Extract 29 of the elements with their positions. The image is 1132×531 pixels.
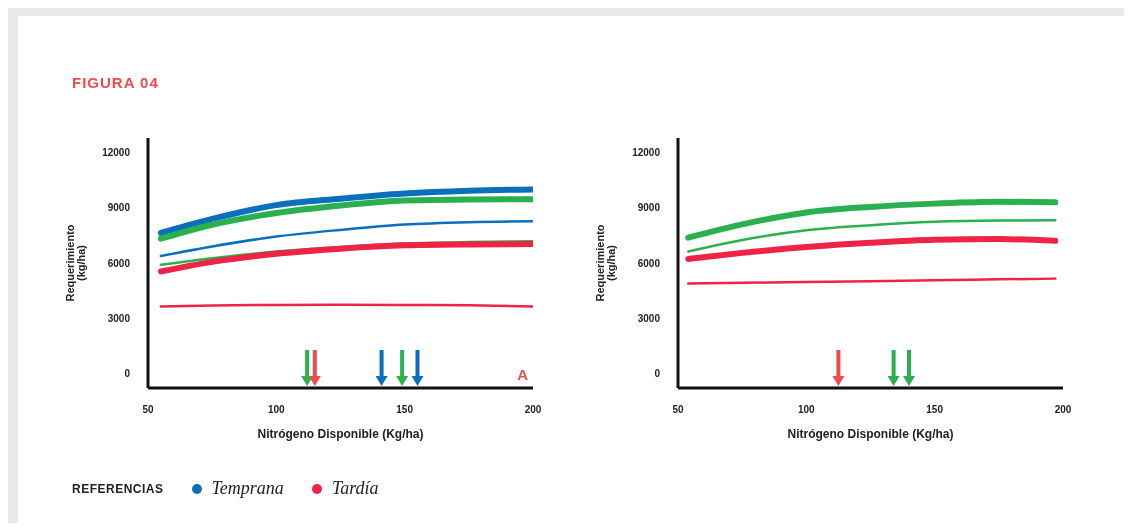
y-tick-label: 12000 <box>632 147 661 159</box>
y-axis-title: Requerimiento (kg/ha) <box>594 224 617 302</box>
y-tick-label: 0 <box>654 367 661 379</box>
x-tick-label: 100 <box>797 404 816 416</box>
x-tick-label: 200 <box>1054 404 1072 416</box>
legend-label: Temprana <box>211 478 284 499</box>
x-tick-label: 150 <box>396 404 414 416</box>
y-tick-label: 12000 <box>102 147 131 159</box>
x-tick-label: 50 <box>142 404 154 416</box>
line-series <box>159 220 533 258</box>
y-tick-label: 9000 <box>107 202 131 214</box>
y-tick-label: 3000 <box>107 312 131 324</box>
y-tick-label: 0 <box>124 367 131 379</box>
y-tick-label: 6000 <box>637 257 661 269</box>
x-axis-title: Nitrógeno Disponible (Kg/ha) <box>257 427 424 441</box>
x-tick-label: 100 <box>267 404 286 416</box>
y-tick-label: 3000 <box>637 312 661 324</box>
y-tick-label: 9000 <box>637 202 661 214</box>
x-tick-label: 200 <box>524 404 542 416</box>
x-tick-label: 150 <box>926 404 944 416</box>
legend-title: REFERENCIAS <box>72 481 164 496</box>
y-tick-label: 6000 <box>107 257 131 269</box>
chart-title: FIGURA 04 <box>72 74 159 91</box>
x-tick-label: 50 <box>672 404 684 416</box>
line-series <box>687 219 1057 253</box>
legend-label: Tardía <box>331 478 379 499</box>
annotation: A <box>517 366 528 383</box>
y-axis-title: Requerimiento (kg/ha) <box>64 224 87 302</box>
x-axis-title: Nitrógeno Disponible (Kg/ha) <box>787 427 954 441</box>
